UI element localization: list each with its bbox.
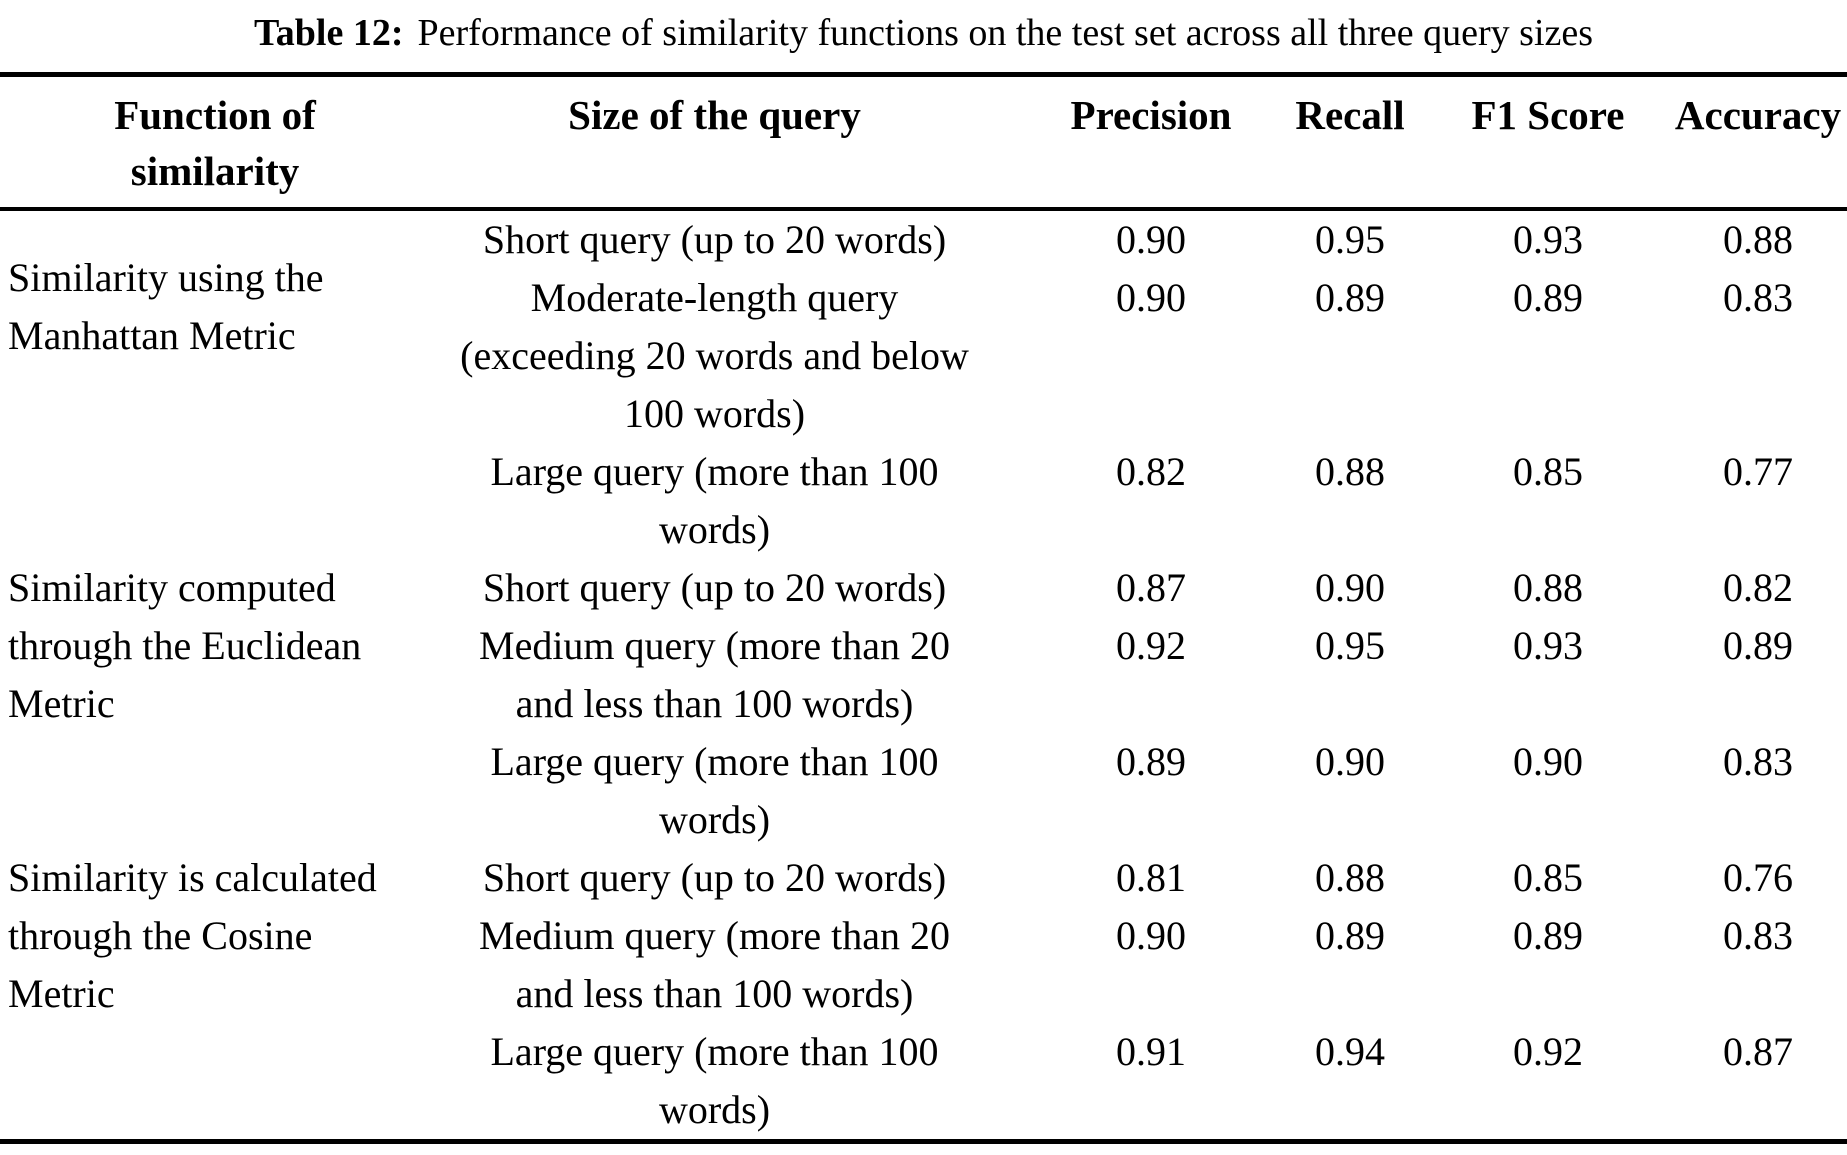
- table-caption: Table 12: Performance of similarity funct…: [0, 0, 1847, 56]
- accuracy-value: 0.82: [1723, 565, 1793, 610]
- recall-value: 0.90: [1315, 739, 1385, 784]
- function-name-manhattan: Similarity using the Manhattan Metric: [8, 255, 324, 358]
- table-row: Similarity is calculated through the Cos…: [0, 849, 1847, 1016]
- recall-value: 0.89: [1315, 275, 1385, 320]
- header-row: Function of similarity Size of the query…: [0, 74, 1847, 211]
- precision-value: 0.89: [1116, 739, 1186, 784]
- accuracy-value: 0.77: [1723, 449, 1793, 494]
- recall-value: 0.95: [1315, 623, 1385, 668]
- table-caption-label: Table 12:: [253, 12, 404, 54]
- function-name-cosine: Similarity is calculated through the Cos…: [8, 855, 377, 1016]
- table-row: Large query (more than 100 words) 0.91 0…: [0, 1023, 1847, 1142]
- col-header-function-line1: Function of: [114, 92, 316, 138]
- query-size-cell: Short query (up to 20 words): [482, 217, 947, 262]
- precision-value: 0.81: [1116, 855, 1186, 900]
- table-row: Similarity using the Manhattan Metric Sh…: [0, 209, 1847, 358]
- table-row: Medium query (more than 20 and less than…: [0, 907, 1847, 1023]
- query-size-cell: Short query (up to 20 words): [482, 855, 947, 900]
- table-row: Medium query (more than 20 and less than…: [0, 617, 1847, 733]
- f1-value: 0.93: [1513, 217, 1583, 262]
- recall-value: 0.88: [1315, 449, 1385, 494]
- col-header-function-of-similarity: Function of similarity: [0, 74, 430, 211]
- query-size-cell: Large query (more than 100 words): [490, 1029, 939, 1132]
- f1-value: 0.88: [1513, 565, 1583, 610]
- col-header-accuracy: Accuracy: [1649, 74, 1847, 211]
- table-row: Similarity computed through the Euclidea…: [0, 559, 1847, 726]
- query-size-cell: Medium query (more than 20 and less than…: [479, 623, 950, 726]
- precision-value: 0.90: [1116, 275, 1186, 320]
- table-row: Large query (more than 100 words) 0.89 0…: [0, 733, 1847, 849]
- table-row: Large query (more than 100 words) 0.82 0…: [0, 443, 1847, 559]
- f1-value: 0.89: [1513, 275, 1583, 320]
- f1-value: 0.93: [1513, 623, 1583, 668]
- col-header-precision: Precision: [1049, 74, 1253, 211]
- results-table: Function of similarity Size of the query…: [0, 72, 1847, 1144]
- col-header-size-of-query: Size of the query: [430, 74, 1049, 211]
- function-name-euclidean: Similarity computed through the Euclidea…: [8, 565, 362, 726]
- accuracy-value: 0.83: [1723, 275, 1793, 320]
- precision-value: 0.90: [1116, 913, 1186, 958]
- accuracy-value: 0.83: [1723, 739, 1793, 784]
- accuracy-value: 0.76: [1723, 855, 1793, 900]
- query-size-cell: Short query (up to 20 words): [482, 565, 947, 610]
- query-size-cell: Large query (more than 100 words): [490, 739, 939, 842]
- precision-value: 0.82: [1116, 449, 1186, 494]
- precision-value: 0.90: [1116, 217, 1186, 262]
- table-row: Moderate-length query (exceeding 20 word…: [0, 269, 1847, 443]
- precision-value: 0.92: [1116, 623, 1186, 668]
- col-header-f1-score: F1 Score: [1447, 74, 1649, 211]
- accuracy-value: 0.83: [1723, 913, 1793, 958]
- col-header-recall: Recall: [1253, 74, 1447, 211]
- col-header-function-line2: similarity: [130, 148, 300, 194]
- recall-value: 0.95: [1315, 217, 1385, 262]
- precision-value: 0.91: [1116, 1029, 1186, 1074]
- f1-value: 0.90: [1513, 739, 1583, 784]
- query-size-cell: Moderate-length query (exceeding 20 word…: [460, 275, 969, 436]
- recall-value: 0.88: [1315, 855, 1385, 900]
- query-size-cell: Medium query (more than 20 and less than…: [479, 913, 950, 1016]
- precision-value: 0.87: [1116, 565, 1186, 610]
- accuracy-value: 0.87: [1723, 1029, 1793, 1074]
- query-size-cell: Large query (more than 100 words): [490, 449, 939, 552]
- f1-value: 0.85: [1513, 449, 1583, 494]
- f1-value: 0.85: [1513, 855, 1583, 900]
- table-caption-text: Performance of similarity functions on t…: [417, 12, 1594, 54]
- recall-value: 0.94: [1315, 1029, 1385, 1074]
- accuracy-value: 0.88: [1723, 217, 1793, 262]
- f1-value: 0.89: [1513, 913, 1583, 958]
- accuracy-value: 0.89: [1723, 623, 1793, 668]
- f1-value: 0.92: [1513, 1029, 1583, 1074]
- recall-value: 0.89: [1315, 913, 1385, 958]
- recall-value: 0.90: [1315, 565, 1385, 610]
